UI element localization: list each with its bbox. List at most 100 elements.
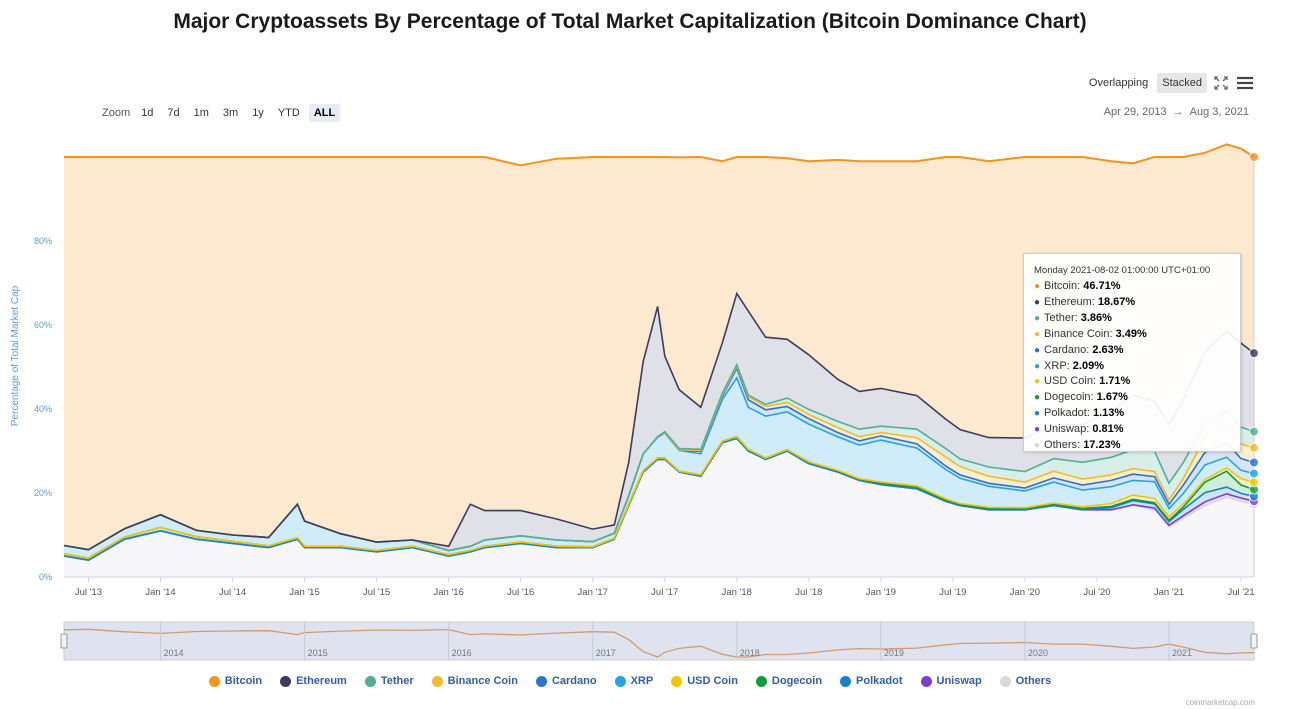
stacked-button[interactable]: Stacked xyxy=(1157,73,1207,93)
tooltip-dot-icon: ● xyxy=(1034,344,1041,356)
hover-point-ethereum xyxy=(1249,348,1259,359)
tooltip-series-value: 1.67% xyxy=(1096,391,1128,404)
legend-label: Tether xyxy=(380,675,414,687)
legend-label: Others xyxy=(1015,675,1052,687)
tooltip-row: ● Ethereum: 18.67% xyxy=(1034,295,1136,308)
range-from[interactable]: Apr 29, 2013 xyxy=(1103,106,1167,118)
tooltip-row: ● Bitcoin: 46.71% xyxy=(1034,280,1121,292)
zoom-label: Zoom xyxy=(102,107,131,119)
legend-item-usd-coin[interactable]: USD Coin xyxy=(671,675,738,687)
legend-dot-icon xyxy=(208,675,220,687)
x-tick-label: Jul '18 xyxy=(795,587,822,598)
hover-point-tether xyxy=(1249,426,1259,437)
area-others xyxy=(64,438,1254,577)
y-tick-label: 60% xyxy=(34,320,52,330)
x-tick-label: Jan '16 xyxy=(433,587,463,598)
menu-icon[interactable] xyxy=(1235,73,1255,93)
hover-point-xrp xyxy=(1249,468,1259,479)
y-tick-label: 40% xyxy=(34,404,52,414)
legend-label: Dogecoin xyxy=(771,675,823,687)
x-tick-label: Jan '19 xyxy=(866,587,896,598)
tooltip-series-value: 1.71% xyxy=(1099,375,1131,388)
x-tick-label: Jul '14 xyxy=(219,587,246,598)
legend-label: Polkadot xyxy=(856,675,903,687)
range-to[interactable]: Aug 3, 2021 xyxy=(1189,106,1249,118)
legend-dot-icon xyxy=(840,675,852,687)
legend-item-binance-coin[interactable]: Binance Coin xyxy=(431,675,518,687)
tooltip-dot-icon: ● xyxy=(1034,424,1041,436)
navigator-year-label: 2018 xyxy=(740,648,760,658)
legend-label: Ethereum xyxy=(296,675,347,687)
legend-item-tether[interactable]: Tether xyxy=(364,675,414,687)
tooltip-dot-icon: ● xyxy=(1034,328,1041,340)
area-bitcoin xyxy=(64,144,1254,550)
navigator[interactable]: 2014 2015 2016 2017 2018 2019 2020 2021 xyxy=(60,621,1258,661)
navigator-handle[interactable] xyxy=(1250,633,1258,649)
tooltip-series-value: 3.49% xyxy=(1115,327,1147,340)
date-range: Apr 29, 2013 → Aug 3, 2021 xyxy=(1104,106,1249,118)
y-tick-label: 20% xyxy=(34,488,52,498)
tooltip-series-name: USD Coin xyxy=(1044,375,1093,388)
tooltip-series-value: 2.63% xyxy=(1092,343,1124,356)
zoom-1d-button[interactable]: 1d xyxy=(141,107,154,119)
x-tick-label: Jan '18 xyxy=(722,587,752,598)
legend-dot-icon xyxy=(535,675,547,687)
y-tick-label: 80% xyxy=(34,236,52,246)
tooltip-series-name: Ethereum xyxy=(1044,295,1092,308)
legend-item-ethereum[interactable]: Ethereum xyxy=(280,675,347,687)
legend-item-cardano[interactable]: Cardano xyxy=(535,675,597,687)
tooltip: Monday 2021-08-02 01:00:00 UTC+01:00 ● Bi… xyxy=(1023,253,1241,452)
overlapping-button[interactable]: Overlapping xyxy=(1088,77,1149,89)
legend-item-uniswap[interactable]: Uniswap xyxy=(920,675,982,687)
zoom-7d-button[interactable]: 7d xyxy=(167,107,180,119)
tooltip-series-name: Binance Coin xyxy=(1044,327,1110,340)
navigator-handle[interactable] xyxy=(60,633,68,649)
tooltip-row: ● USD Coin: 1.71% xyxy=(1034,375,1131,388)
navigator-mask[interactable] xyxy=(63,621,1255,661)
zoom-ytd-button[interactable]: YTD xyxy=(277,107,300,119)
navigator-year-label: 2014 xyxy=(164,648,184,658)
zoom-all-button[interactable]: ALL xyxy=(308,104,341,122)
y-axis-label: Percentage of Total Market Cap xyxy=(10,285,21,426)
legend-label: USD Coin xyxy=(687,675,738,687)
legend-item-others[interactable]: Others xyxy=(999,675,1052,687)
tooltip-series-value: 17.23% xyxy=(1083,439,1121,452)
navigator-year-label: 2019 xyxy=(884,648,904,658)
navigator-year-label: 2017 xyxy=(596,648,616,658)
x-tick-label: Jul '16 xyxy=(507,587,534,598)
tooltip-series-name: Dogecoin xyxy=(1044,391,1091,404)
zoom-1y-button[interactable]: 1y xyxy=(252,107,264,119)
legend-dot-icon xyxy=(671,675,683,687)
x-axis-ticks: Jul '13 Jan '14 Jul '14 Jan '15 Jul '15 Jan '… xyxy=(64,576,1255,598)
line-bitcoin xyxy=(64,143,1255,167)
hover-point-bitcoin xyxy=(1249,152,1259,162)
fullscreen-icon[interactable] xyxy=(1211,73,1231,93)
tooltip-series-name: Tether xyxy=(1044,311,1075,324)
hover-point-usd-coin xyxy=(1249,477,1259,488)
x-tick-label: Jan '15 xyxy=(289,587,319,598)
legend-item-bitcoin[interactable]: Bitcoin xyxy=(208,675,262,687)
x-tick-label: Jul '15 xyxy=(363,587,390,598)
legend-label: Binance Coin xyxy=(447,675,518,687)
hover-markers xyxy=(1249,152,1259,510)
legend: Bitcoin Ethereum Tether Binance Coin Cardano… xyxy=(0,675,1260,687)
zoom-3m-button[interactable]: 3m xyxy=(222,107,239,119)
legend-item-dogecoin[interactable]: Dogecoin xyxy=(755,675,823,687)
tooltip-dot-icon: ● xyxy=(1034,392,1041,404)
tooltip-row: ● XRP: 2.09% xyxy=(1034,359,1104,372)
tooltip-series-value: 1.13% xyxy=(1092,407,1125,420)
legend-item-polkadot[interactable]: Polkadot xyxy=(840,675,903,687)
tooltip-dot-icon: ● xyxy=(1034,296,1041,308)
tooltip-dot-icon: ● xyxy=(1034,312,1041,324)
tooltip-row: ● Others: 17.23% xyxy=(1034,439,1121,452)
tooltip-row: ● Binance Coin: 3.49% xyxy=(1034,327,1147,340)
navigator-year-label: 2015 xyxy=(308,648,328,658)
x-tick-label: Jan '17 xyxy=(578,587,608,598)
legend-label: Uniswap xyxy=(936,675,982,687)
tooltip-dot-icon: ● xyxy=(1034,440,1041,452)
zoom-1m-button[interactable]: 1m xyxy=(193,107,209,119)
legend-item-xrp[interactable]: XRP xyxy=(614,675,653,687)
legend-dot-icon xyxy=(614,675,626,687)
series-areas xyxy=(64,144,1254,577)
